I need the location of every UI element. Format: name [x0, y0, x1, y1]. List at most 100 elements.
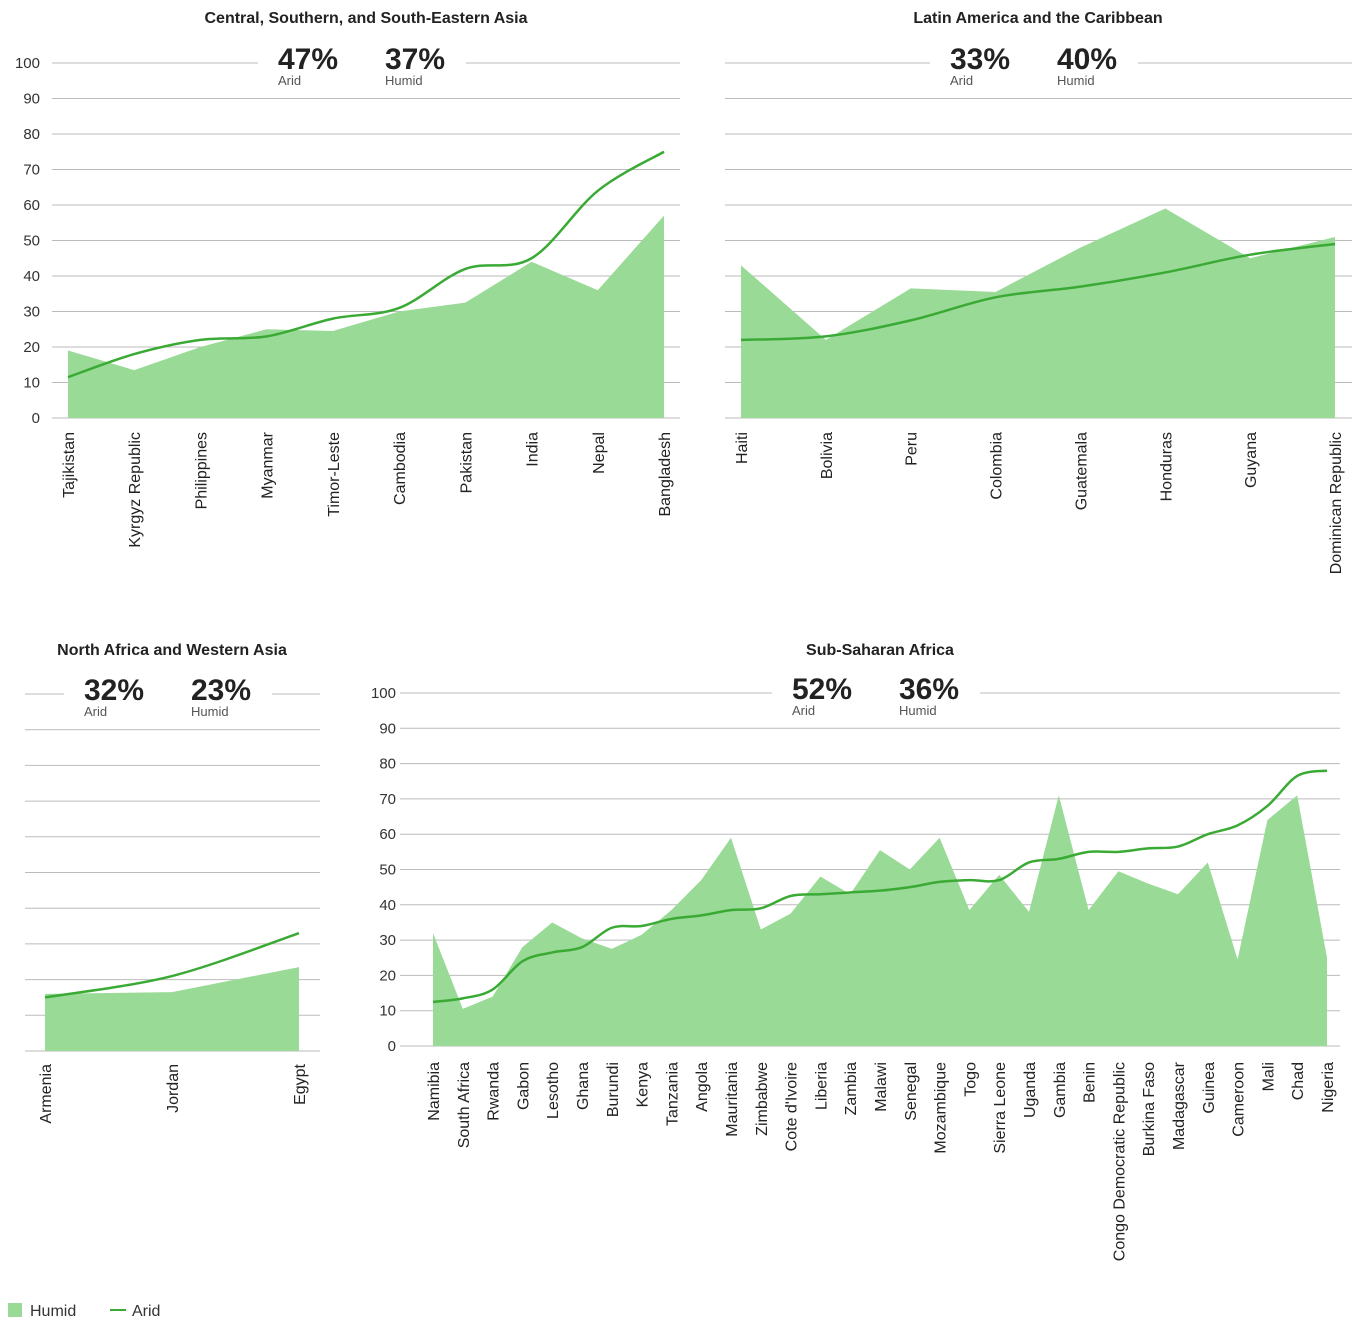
x-tick-label: Honduras	[1158, 432, 1175, 501]
x-tick-label: Pakistan	[458, 432, 475, 493]
x-tick-label: Rwanda	[486, 1062, 503, 1121]
x-tick-label: Ghana	[575, 1062, 592, 1110]
y-tick-label: 10	[23, 375, 40, 392]
x-tick-label: Egypt	[292, 1063, 309, 1104]
stat-backdrop	[64, 686, 272, 702]
x-tick-label: Tajikistan	[61, 432, 78, 498]
stat-label: Humid	[899, 703, 937, 718]
arid-line	[432, 769, 1328, 1004]
x-tick-label: Armenia	[38, 1064, 55, 1124]
x-tick-label: Sierra Leone	[992, 1062, 1009, 1154]
y-tick-label: 70	[23, 162, 40, 179]
x-tick-label: Guatemala	[1073, 432, 1090, 510]
x-tick-label: Jordan	[165, 1064, 182, 1113]
x-tick-label: Colombia	[989, 432, 1006, 500]
x-tick-label: Senegal	[903, 1062, 920, 1121]
x-tick-label: Zimbabwe	[754, 1062, 771, 1136]
stat-value: 47%	[278, 43, 338, 76]
x-tick-label: Chad	[1290, 1062, 1307, 1100]
x-tick-label: Cameroon	[1231, 1062, 1248, 1137]
y-tick-label: 20	[379, 967, 396, 984]
x-tick-label: Burkina Faso	[1141, 1062, 1158, 1156]
stat-label: Humid	[191, 704, 229, 719]
chart-title: Sub-Saharan Africa	[806, 642, 954, 659]
y-tick-label: 0	[32, 410, 40, 427]
arid-line	[44, 932, 300, 999]
stat-label: Arid	[792, 703, 815, 718]
stat-label: Humid	[385, 73, 423, 88]
x-tick-label: Kenya	[635, 1062, 652, 1107]
y-tick-label: 60	[23, 197, 40, 214]
y-tick-label: 80	[379, 756, 396, 773]
stat-value: 32%	[84, 674, 144, 707]
humid-area	[45, 967, 299, 1051]
x-tick-label: Timor-Leste	[326, 432, 343, 517]
x-tick-label: Zambia	[843, 1062, 860, 1115]
x-tick-label: Guinea	[1201, 1062, 1218, 1114]
y-tick-label: 80	[23, 126, 40, 143]
x-tick-label: Myanmar	[260, 431, 277, 498]
chart-title: Latin America and the Caribbean	[913, 10, 1162, 27]
legend-label: Arid	[132, 1303, 160, 1320]
x-tick-label: South Africa	[456, 1062, 473, 1148]
y-tick-label: 50	[379, 862, 396, 879]
y-tick-label: 10	[379, 1003, 396, 1020]
x-tick-label: Gambia	[1052, 1062, 1069, 1118]
stat-value: 37%	[385, 43, 445, 76]
y-tick-label: 70	[379, 791, 396, 808]
y-tick-label: 30	[379, 932, 396, 949]
x-tick-label: Gabon	[515, 1062, 532, 1110]
x-tick-label: Philippines	[193, 432, 210, 509]
x-tick-label: Bolivia	[819, 432, 836, 479]
stat-label: Arid	[84, 704, 107, 719]
legend-label: Humid	[30, 1303, 76, 1320]
x-tick-label: Burundi	[605, 1062, 622, 1117]
x-tick-label: Uganda	[1022, 1062, 1039, 1118]
y-tick-label: 40	[379, 897, 396, 914]
x-tick-label: India	[525, 432, 542, 467]
x-tick-label: Benin	[1082, 1062, 1099, 1103]
stat-value: 36%	[899, 673, 959, 706]
arid-line	[740, 242, 1336, 342]
x-tick-label: Malawi	[873, 1062, 890, 1112]
y-tick-label: 60	[379, 826, 396, 843]
chart-title: North Africa and Western Asia	[57, 642, 287, 659]
x-tick-label: Nepal	[591, 432, 608, 474]
x-tick-label: Liberia	[813, 1062, 830, 1110]
stat-value: 23%	[191, 674, 251, 707]
stat-backdrop	[930, 55, 1138, 71]
x-tick-label: Bangladesh	[657, 432, 674, 517]
x-tick-label: Peru	[904, 432, 921, 466]
x-tick-label: Cambodia	[392, 432, 409, 505]
stat-value: 52%	[792, 673, 852, 706]
stat-label: Arid	[278, 73, 301, 88]
x-tick-label: Haiti	[734, 432, 751, 464]
y-tick-label: 100	[371, 685, 396, 702]
humid-area	[741, 208, 1335, 418]
x-tick-label: Lesotho	[545, 1062, 562, 1119]
x-tick-label: Mauritania	[724, 1062, 741, 1137]
x-tick-label: Tanzania	[664, 1062, 681, 1126]
x-tick-label: Dominican Republic	[1328, 432, 1345, 574]
x-tick-label: Madagascar	[1171, 1061, 1188, 1150]
x-tick-label: Nigeria	[1320, 1062, 1337, 1113]
y-tick-label: 100	[15, 55, 40, 72]
x-tick-label: Kyrgyz Republic	[127, 432, 144, 548]
x-tick-label: Togo	[962, 1062, 979, 1097]
x-tick-label: Congo Democratic Republic	[1111, 1062, 1128, 1261]
x-tick-label: Angola	[694, 1062, 711, 1112]
stat-backdrop	[772, 685, 980, 701]
y-tick-label: 20	[23, 339, 40, 356]
stat-label: Arid	[950, 73, 973, 88]
y-tick-label: 50	[23, 233, 40, 250]
x-tick-label: Cote d'Ivoire	[784, 1062, 801, 1151]
humid-area	[433, 795, 1327, 1046]
y-tick-label: 90	[23, 91, 40, 108]
stat-backdrop	[258, 55, 466, 71]
stat-label: Humid	[1057, 73, 1095, 88]
chart-title: Central, Southern, and South-Eastern Asi…	[204, 10, 527, 27]
x-tick-label: Guyana	[1243, 432, 1260, 488]
x-tick-label: Mali	[1260, 1062, 1277, 1091]
x-tick-label: Mozambique	[933, 1062, 950, 1154]
